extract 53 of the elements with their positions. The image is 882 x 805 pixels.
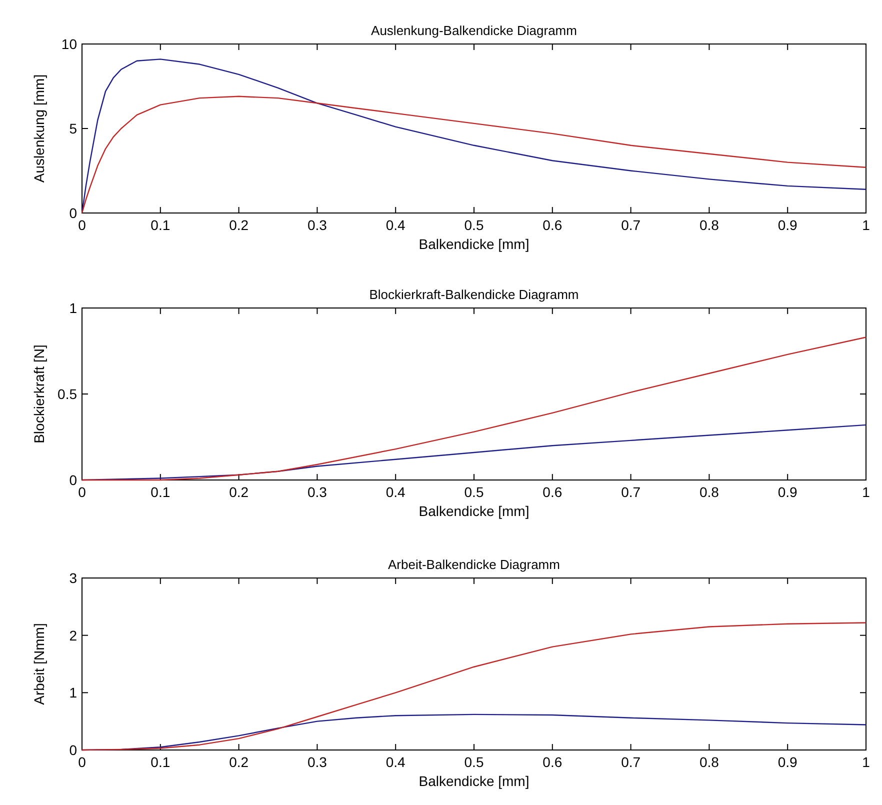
line-series bbox=[81, 622, 867, 751]
y-tick-label: 5 bbox=[69, 120, 78, 136]
y-tick-label: 1 bbox=[69, 684, 78, 701]
y-tick-label: 3 bbox=[69, 570, 78, 586]
x-tick-label: 0.7 bbox=[621, 754, 641, 770]
chart-title: Blockierkraft-Balkendicke Diagramm bbox=[369, 287, 579, 302]
x-tick-label: 0.1 bbox=[150, 484, 170, 500]
x-axis-title: Balkendicke [mm] bbox=[418, 236, 530, 252]
x-tick-label: 0.4 bbox=[386, 754, 406, 770]
y-axis-title: Auslenkung [mm] bbox=[31, 74, 47, 183]
x-tick-label: 0.5 bbox=[464, 484, 484, 500]
line-series bbox=[81, 58, 867, 214]
y-tick-label: 2 bbox=[69, 627, 78, 644]
y-axis-title: Arbeit [Nmm] bbox=[31, 623, 47, 705]
chart-title: Arbeit-Balkendicke Diagramm bbox=[388, 557, 560, 572]
x-tick-label: 0.4 bbox=[386, 484, 406, 500]
x-tick-label: 0.3 bbox=[307, 484, 328, 500]
x-tick-label: 0.9 bbox=[778, 754, 798, 770]
y-tick-label: 0 bbox=[69, 472, 78, 488]
x-tick-label: 0.7 bbox=[621, 217, 641, 233]
x-tick-label: 0.2 bbox=[229, 754, 249, 770]
x-tick-label: 0.5 bbox=[464, 754, 484, 770]
x-tick-label: 0.8 bbox=[699, 217, 720, 233]
x-axis-title: Balkendicke [mm] bbox=[418, 773, 530, 789]
y-axis-title: Blockierkraft [N] bbox=[31, 344, 47, 444]
x-tick-label: 0.3 bbox=[307, 217, 328, 233]
x-tick-label: 0.3 bbox=[307, 754, 328, 770]
x-tick-label: 0.9 bbox=[778, 217, 798, 233]
x-tick-label: 1 bbox=[862, 217, 870, 233]
x-tick-label: 1 bbox=[862, 484, 870, 500]
x-axis-title: Balkendicke [mm] bbox=[418, 503, 530, 519]
line-series bbox=[81, 96, 867, 214]
x-tick-label: 0.4 bbox=[386, 217, 406, 233]
x-tick-label: 0.6 bbox=[542, 484, 562, 500]
x-tick-label: 0.2 bbox=[229, 484, 249, 500]
chart-title: Auslenkung-Balkendicke Diagramm bbox=[371, 23, 577, 38]
y-tick-label: 10 bbox=[61, 36, 78, 52]
y-tick-label: 0 bbox=[69, 742, 78, 758]
x-tick-label: 0.7 bbox=[621, 484, 641, 500]
line-series bbox=[81, 336, 867, 481]
y-tick-label: 1 bbox=[69, 300, 78, 316]
x-tick-label: 0.1 bbox=[150, 217, 170, 233]
x-tick-label: 0.8 bbox=[699, 484, 720, 500]
x-tick-label: 0.2 bbox=[229, 217, 249, 233]
y-tick-label: 0 bbox=[69, 205, 78, 221]
x-tick-label: 0.8 bbox=[699, 754, 720, 770]
y-tick-label: 0.5 bbox=[58, 386, 78, 402]
x-tick-label: 0.9 bbox=[778, 484, 798, 500]
x-tick-label: 0.6 bbox=[542, 217, 562, 233]
x-tick-label: 0.6 bbox=[542, 754, 562, 770]
x-tick-label: 0.5 bbox=[464, 217, 484, 233]
x-tick-label: 0.1 bbox=[150, 754, 170, 770]
x-tick-label: 1 bbox=[862, 754, 870, 770]
